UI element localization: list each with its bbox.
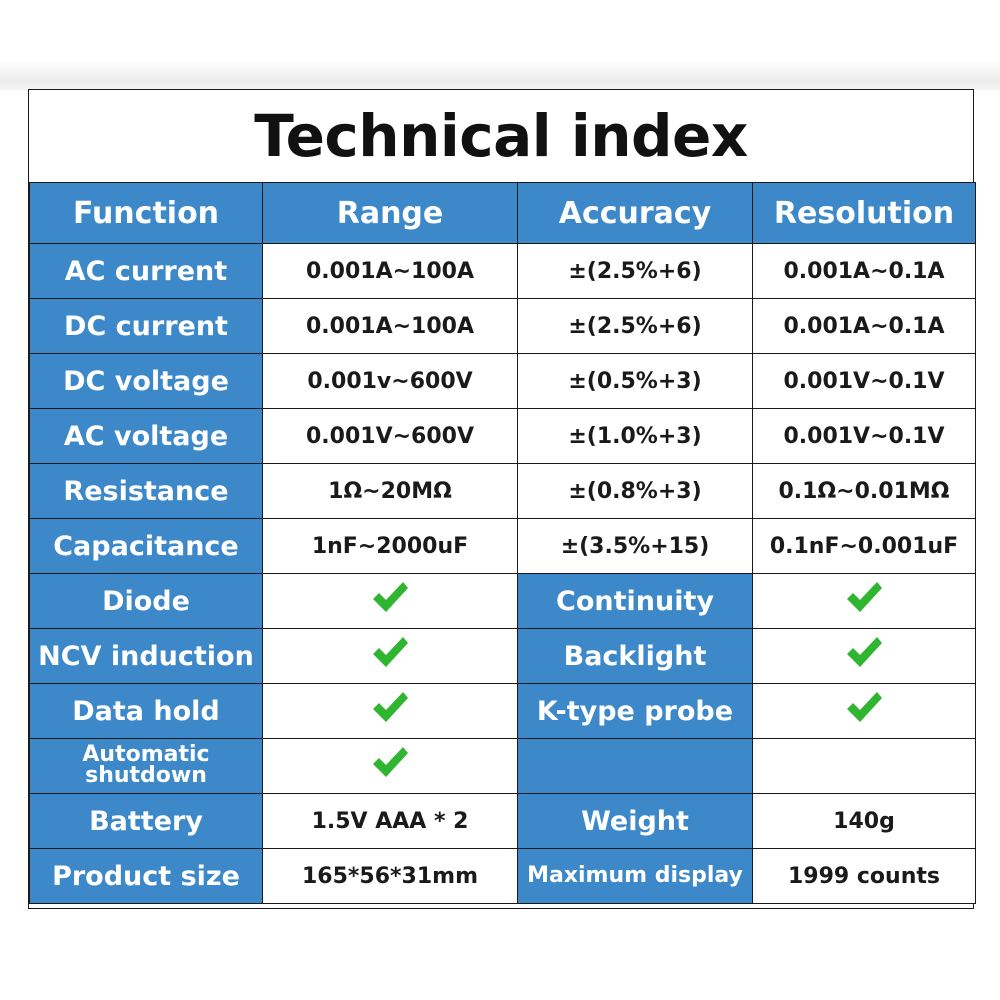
feature-check-cell xyxy=(262,573,518,629)
function-label: DC current xyxy=(29,298,263,354)
function-label: AC voltage xyxy=(29,408,263,464)
feature-row: Data hold K-type probe xyxy=(29,683,976,739)
spec-value: 1999 counts xyxy=(752,848,976,904)
spec-table: Function Range Accuracy Resolution AC cu… xyxy=(29,182,976,904)
function-label: AC current xyxy=(29,243,263,299)
column-header-accuracy: Accuracy xyxy=(517,182,753,244)
feature-row: Automatic shutdown xyxy=(29,738,976,794)
spec-label: Product size xyxy=(29,848,263,904)
table-row: DC current 0.001A~100A ±(2.5%+6) 0.001A~… xyxy=(29,298,976,354)
accuracy-value: ±(0.5%+3) xyxy=(517,353,753,409)
table-row: AC current 0.001A~100A ±(2.5%+6) 0.001A~… xyxy=(29,243,976,299)
technical-index-sheet: Technical index Function Range Accuracy … xyxy=(28,89,976,909)
table-row: Capacitance 1nF~2000uF ±(3.5%+15) 0.1nF~… xyxy=(29,518,976,574)
spec-label: Weight xyxy=(517,793,753,849)
check-icon xyxy=(844,635,884,671)
check-icon xyxy=(370,580,410,616)
resolution-value: 0.1Ω~0.01MΩ xyxy=(752,463,976,519)
spec-row: Product size 165*56*31mm Maximum display… xyxy=(29,848,976,904)
check-icon xyxy=(370,745,410,781)
column-header-range: Range xyxy=(262,182,518,244)
check-icon xyxy=(844,690,884,726)
function-label: Resistance xyxy=(29,463,263,519)
feature-row: Diode Continuity xyxy=(29,573,976,629)
table-row: DC voltage 0.001v~600V ±(0.5%+3) 0.001V~… xyxy=(29,353,976,409)
page-title: Technical index xyxy=(254,102,748,170)
function-label: DC voltage xyxy=(29,353,263,409)
accuracy-value: ±(2.5%+6) xyxy=(517,243,753,299)
resolution-value: 0.001V~0.1V xyxy=(752,408,976,464)
feature-check-cell xyxy=(752,573,976,629)
range-value: 1Ω~20MΩ xyxy=(262,463,518,519)
feature-label: Diode xyxy=(29,573,263,629)
feature-label: Data hold xyxy=(29,683,263,739)
spec-value: 1.5V AAA * 2 xyxy=(262,793,518,849)
feature-row: NCV induction Backlight xyxy=(29,628,976,684)
check-icon xyxy=(370,635,410,671)
feature-label: Backlight xyxy=(517,628,753,684)
feature-label: Continuity xyxy=(517,573,753,629)
check-icon xyxy=(370,690,410,726)
resolution-value: 0.001A~0.1A xyxy=(752,243,976,299)
accuracy-value: ±(1.0%+3) xyxy=(517,408,753,464)
feature-check-cell xyxy=(752,628,976,684)
background-shade xyxy=(0,60,1000,90)
check-icon xyxy=(844,580,884,616)
range-value: 0.001A~100A xyxy=(262,298,518,354)
feature-label: K-type probe xyxy=(517,683,753,739)
range-value: 0.001V~600V xyxy=(262,408,518,464)
accuracy-value: ±(0.8%+3) xyxy=(517,463,753,519)
feature-check-cell xyxy=(752,683,976,739)
header-row: Function Range Accuracy Resolution xyxy=(29,182,976,244)
accuracy-value: ±(3.5%+15) xyxy=(517,518,753,574)
function-label: Capacitance xyxy=(29,518,263,574)
range-value: 0.001v~600V xyxy=(262,353,518,409)
table-row: AC voltage 0.001V~600V ±(1.0%+3) 0.001V~… xyxy=(29,408,976,464)
spec-value: 165*56*31mm xyxy=(262,848,518,904)
empty-label-cell xyxy=(517,738,753,794)
feature-label: Automatic shutdown xyxy=(29,738,263,794)
column-header-resolution: Resolution xyxy=(752,182,976,244)
feature-check-cell xyxy=(262,738,518,794)
accuracy-value: ±(2.5%+6) xyxy=(517,298,753,354)
feature-check-cell xyxy=(262,628,518,684)
resolution-value: 0.1nF~0.001uF xyxy=(752,518,976,574)
spec-value: 140g xyxy=(752,793,976,849)
spec-row: Battery 1.5V AAA * 2 Weight 140g xyxy=(29,793,976,849)
feature-label: NCV induction xyxy=(29,628,263,684)
empty-value-cell xyxy=(752,738,976,794)
feature-check-cell xyxy=(262,683,518,739)
spec-label: Battery xyxy=(29,793,263,849)
resolution-value: 0.001V~0.1V xyxy=(752,353,976,409)
range-value: 1nF~2000uF xyxy=(262,518,518,574)
resolution-value: 0.001A~0.1A xyxy=(752,298,976,354)
range-value: 0.001A~100A xyxy=(262,243,518,299)
spec-label: Maximum display xyxy=(517,848,753,904)
column-header-function: Function xyxy=(29,182,263,244)
table-row: Resistance 1Ω~20MΩ ±(0.8%+3) 0.1Ω~0.01MΩ xyxy=(29,463,976,519)
